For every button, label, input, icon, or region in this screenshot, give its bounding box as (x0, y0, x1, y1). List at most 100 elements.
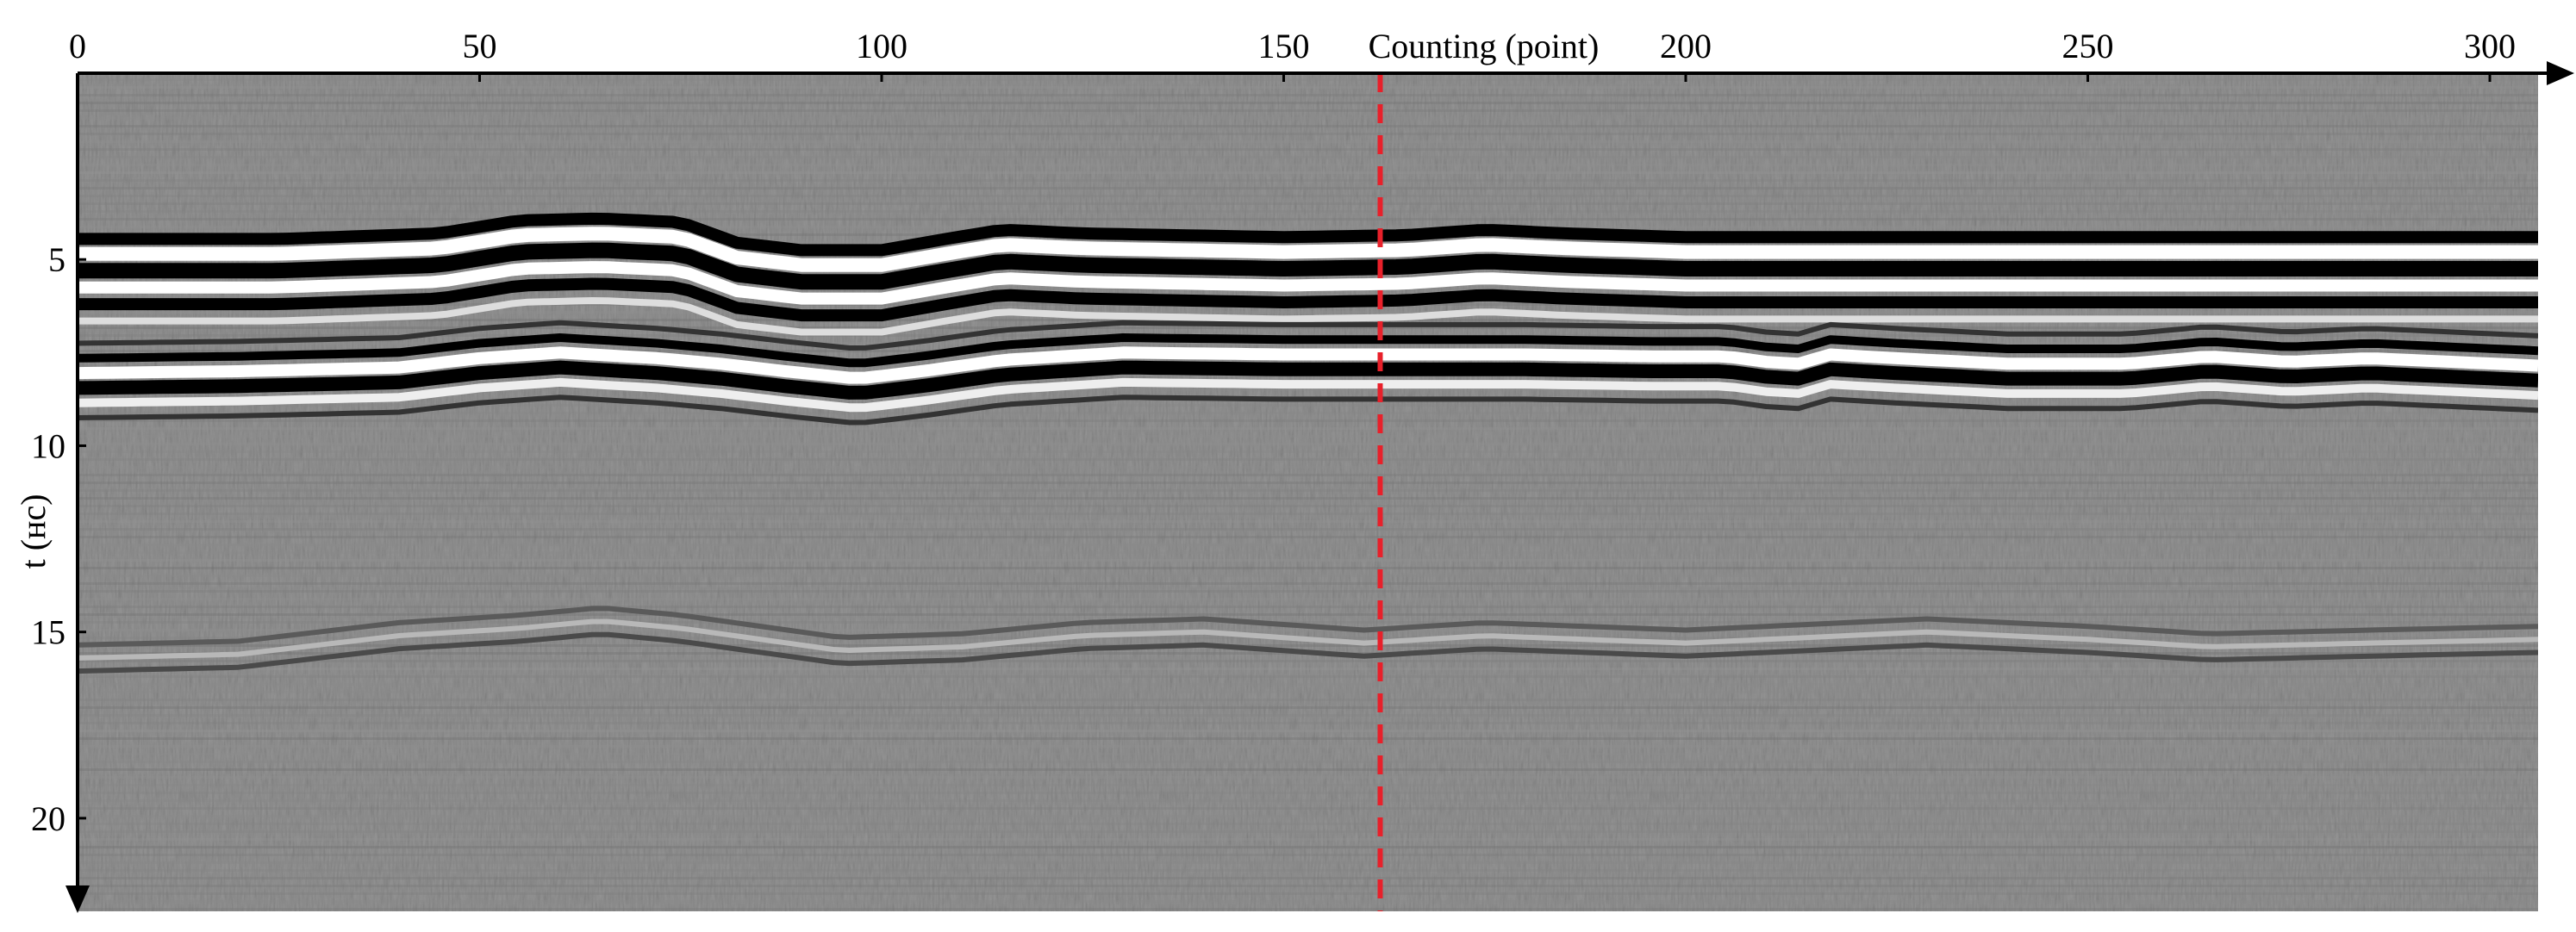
y-tick-label: 10 (31, 426, 65, 465)
striation (78, 450, 2538, 453)
striation (78, 892, 2538, 895)
striation (78, 675, 2538, 678)
striation (78, 513, 2538, 515)
striation (78, 482, 2538, 484)
striation (78, 140, 2538, 143)
striation (78, 435, 2538, 438)
striation (78, 606, 2538, 608)
striation (78, 644, 2538, 647)
striation (78, 714, 2538, 717)
striation (78, 102, 2538, 104)
striation (78, 195, 2538, 197)
striation (78, 691, 2538, 693)
striation (78, 613, 2538, 616)
y-axis-arrowhead (65, 885, 90, 913)
striation (78, 505, 2538, 507)
striation (78, 830, 2538, 833)
y-tick-label: 5 (48, 240, 65, 279)
striation (78, 776, 2538, 779)
y-axis-title: t (нс) (14, 494, 53, 569)
striation (78, 683, 2538, 686)
striation (78, 559, 2538, 562)
reflector-band (78, 360, 2538, 400)
striation (78, 823, 2538, 825)
y-axis: 5 10 15 20 t (нс) (14, 73, 90, 913)
striation (78, 854, 2538, 856)
striation (78, 133, 2538, 135)
striation (78, 210, 2538, 213)
striation (78, 109, 2538, 112)
striation (78, 722, 2538, 724)
striation (78, 877, 2538, 879)
striation (78, 497, 2538, 500)
striation (78, 598, 2538, 600)
striation (78, 900, 2538, 903)
striation (78, 885, 2538, 887)
striation (78, 544, 2538, 546)
reflector-band (78, 333, 2538, 368)
striation (78, 388, 2538, 391)
striation (78, 489, 2538, 492)
striation (78, 187, 2538, 190)
striation (78, 148, 2538, 151)
striation (78, 753, 2538, 755)
striation (78, 536, 2538, 538)
striation (78, 908, 2538, 910)
striation (78, 590, 2538, 593)
striation (78, 869, 2538, 872)
striation (78, 125, 2538, 127)
reflector-band (78, 346, 2538, 384)
reflector-band (78, 227, 2538, 272)
striation (78, 443, 2538, 445)
reflector-band (78, 261, 2538, 305)
reflector-band (78, 277, 2538, 322)
striation (78, 792, 2538, 794)
striation (78, 419, 2538, 422)
striation (78, 94, 2538, 96)
noise-texture (78, 73, 2538, 911)
striation (78, 164, 2538, 166)
striation (78, 567, 2538, 569)
reflector-band (78, 212, 2538, 257)
striation (78, 706, 2538, 709)
striation (78, 737, 2538, 740)
y-tick-label: 20 (31, 799, 65, 838)
striation (78, 520, 2538, 523)
striation (78, 86, 2538, 89)
striation (78, 799, 2538, 802)
striation (78, 621, 2538, 624)
y-tick-labels: 5 10 15 20 (31, 240, 86, 838)
reflector-band (78, 297, 2538, 336)
x-tick-label: 50 (463, 27, 497, 65)
striation (78, 660, 2538, 662)
striation (78, 761, 2538, 763)
y-tick-label: 15 (31, 613, 65, 652)
striation (78, 838, 2538, 841)
striation (78, 311, 2538, 314)
striation (78, 784, 2538, 786)
striation (78, 668, 2538, 670)
x-axis-title: Counting (point) (1369, 27, 1600, 65)
reflector-band (78, 618, 2538, 661)
striation (78, 117, 2538, 120)
striation (78, 156, 2538, 158)
x-tick-label: 0 (69, 27, 86, 65)
striation (78, 326, 2538, 329)
striation (78, 730, 2538, 732)
reflector-surface (78, 212, 2538, 336)
striation (78, 551, 2538, 554)
striation (78, 218, 2538, 221)
striation (78, 404, 2538, 407)
reflector-band (78, 377, 2538, 413)
striation (78, 861, 2538, 864)
striation (78, 575, 2538, 577)
reflector-band (78, 320, 2538, 351)
striation (78, 466, 2538, 469)
striation (78, 179, 2538, 182)
x-axis: 0 50 100 150 200 250 300 Counting (point) (69, 27, 2574, 85)
striation (78, 629, 2538, 631)
striation (78, 582, 2538, 585)
x-tick-labels: 0 50 100 150 200 250 300 (69, 27, 2516, 82)
striation (78, 226, 2538, 228)
